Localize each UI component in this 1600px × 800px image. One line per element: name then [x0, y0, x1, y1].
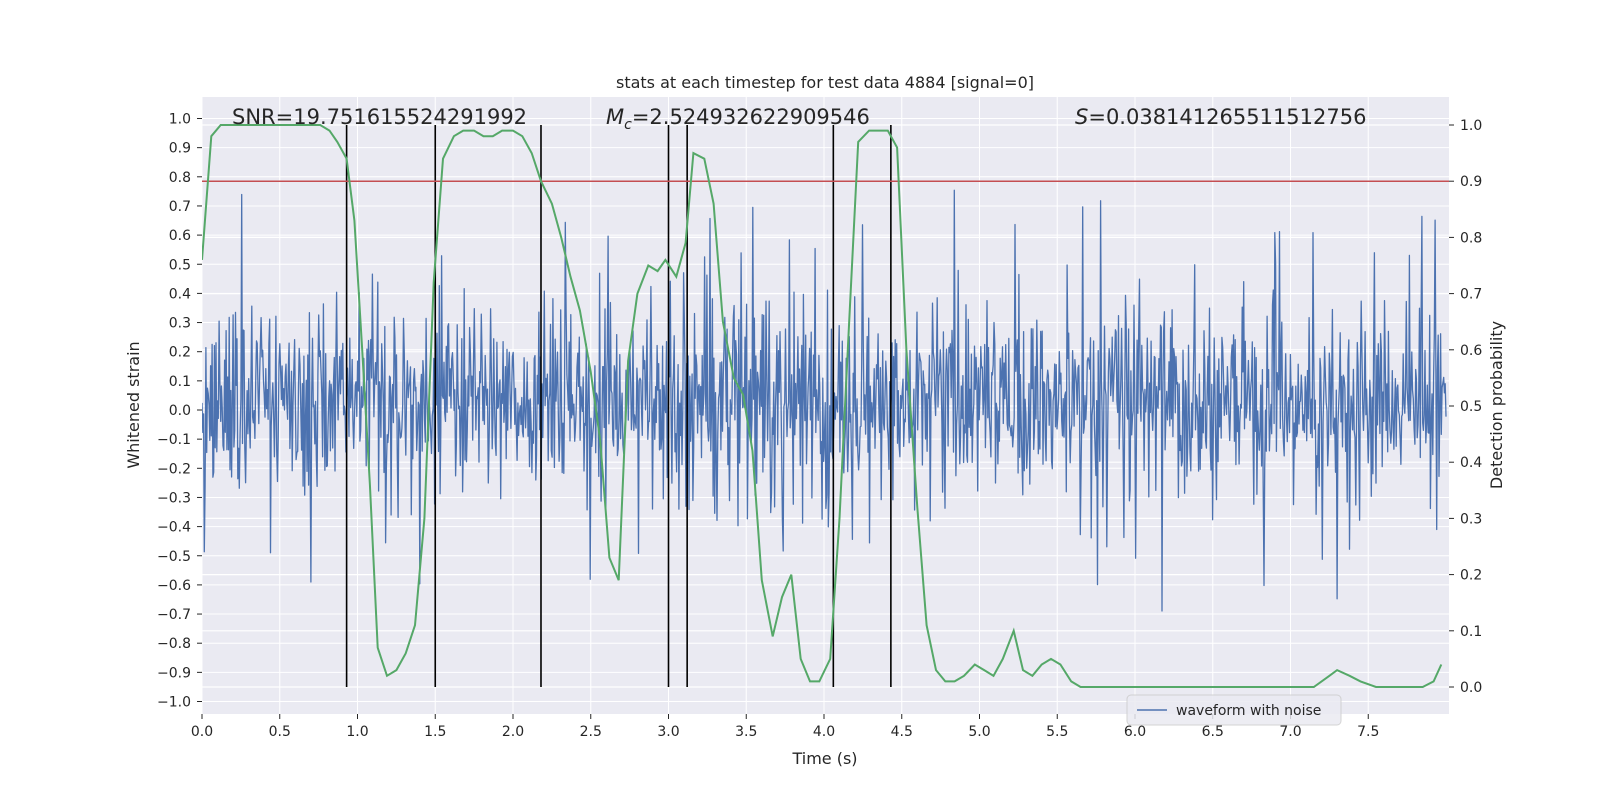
- y-axis-left: 1.0 0.9 0.8 0.7 0.6 0.5 0.4 0.3 0.2 0.1 0.0 −0.1 −0.…: [157, 112, 202, 711]
- y-tick-label: 0.4: [169, 286, 191, 302]
- y-tick-label: −0.2: [157, 461, 191, 477]
- y-tick-label: 0.7: [169, 199, 191, 215]
- x-tick-label: 4.5: [891, 724, 913, 740]
- y2-tick-label: 0.2: [1460, 568, 1482, 584]
- y-tick-label: 0.1: [169, 374, 191, 390]
- x-tick-label: 2.0: [502, 724, 524, 740]
- y2-tick-label: 0.6: [1460, 343, 1482, 359]
- x-tick-label: 2.5: [580, 724, 602, 740]
- y-tick-label: −0.7: [157, 607, 191, 623]
- y-tick-label: −0.3: [157, 490, 191, 506]
- x-tick-label: 0.0: [191, 724, 213, 740]
- y-tick-label: 0.6: [169, 228, 191, 244]
- legend-label: waveform with noise: [1176, 703, 1321, 719]
- chart-title: stats at each timestep for test data 488…: [616, 73, 1034, 92]
- y-tick-label: −0.6: [157, 578, 191, 594]
- x-tick-label: 1.0: [346, 724, 368, 740]
- noise-series: [202, 189, 1447, 612]
- x-tick-label: 1.5: [424, 724, 446, 740]
- probability-series: [202, 124, 1443, 688]
- s-annotation: S=0.038141265511512756: [1075, 105, 1366, 129]
- y2-tick-label: 0.5: [1460, 399, 1482, 415]
- y-tick-label: 0.2: [169, 345, 191, 361]
- y-tick-label: −0.9: [157, 665, 191, 681]
- y2-axis-label: Detection probability: [1487, 321, 1506, 489]
- y2-tick-label: 0.7: [1460, 287, 1482, 303]
- y2-tick-label: 0.4: [1460, 455, 1482, 471]
- y-tick-label: −0.1: [157, 432, 191, 448]
- y-axis-right: 1.0 0.9 0.8 0.7 0.6 0.5 0.4 0.3 0.2 0.1 0.0: [1449, 118, 1482, 696]
- y2-tick-label: 0.8: [1460, 230, 1482, 246]
- x-tick-label: 6.5: [1202, 724, 1224, 740]
- y2-tick-label: 1.0: [1460, 118, 1482, 134]
- y2-tick-label: 0.1: [1460, 624, 1482, 640]
- x-tick-label: 3.0: [657, 724, 679, 740]
- x-tick-label: 7.5: [1357, 724, 1379, 740]
- y-tick-label: 0.5: [169, 257, 191, 273]
- y-axis-label: Whitened strain: [124, 341, 143, 468]
- x-tick-label: 4.0: [813, 724, 835, 740]
- y-tick-label: −0.5: [157, 549, 191, 565]
- x-tick-label: 0.5: [269, 724, 291, 740]
- snr-annotation: SNR=19.751615524291992: [232, 105, 527, 129]
- x-tick-label: 5.5: [1046, 724, 1068, 740]
- y2-tick-label: 0.9: [1460, 174, 1482, 190]
- y-tick-label: 0.3: [169, 316, 191, 332]
- y-tick-label: −1.0: [157, 695, 191, 711]
- x-tick-label: 3.5: [735, 724, 757, 740]
- y-tick-label: 1.0: [169, 112, 191, 128]
- y2-tick-label: 0.3: [1460, 511, 1482, 527]
- y-tick-label: 0.0: [169, 403, 191, 419]
- y-tick-label: 0.9: [169, 141, 191, 157]
- x-tick-label: 7.0: [1279, 724, 1301, 740]
- y-tick-label: −0.8: [157, 636, 191, 652]
- mc-annotation: Mc=2.524932622909546: [606, 105, 870, 133]
- y-tick-label: −0.4: [157, 520, 191, 536]
- y-tick-label: 0.8: [169, 170, 191, 186]
- x-axis-label: Time (s): [791, 749, 857, 768]
- noise-line: [202, 189, 1447, 612]
- x-axis: 0.0 0.5 1.0 1.5 2.0 2.5 3.0 3.5 4.0 4.5 5.0 5.5 6.0 6…: [191, 714, 1379, 740]
- x-tick-label: 6.0: [1124, 724, 1146, 740]
- x-tick-label: 5.0: [968, 724, 990, 740]
- y2-tick-label: 0.0: [1460, 680, 1482, 696]
- legend-box: [1126, 694, 1342, 726]
- legend: waveform with noise: [1126, 694, 1342, 726]
- probability-line: [202, 124, 1443, 688]
